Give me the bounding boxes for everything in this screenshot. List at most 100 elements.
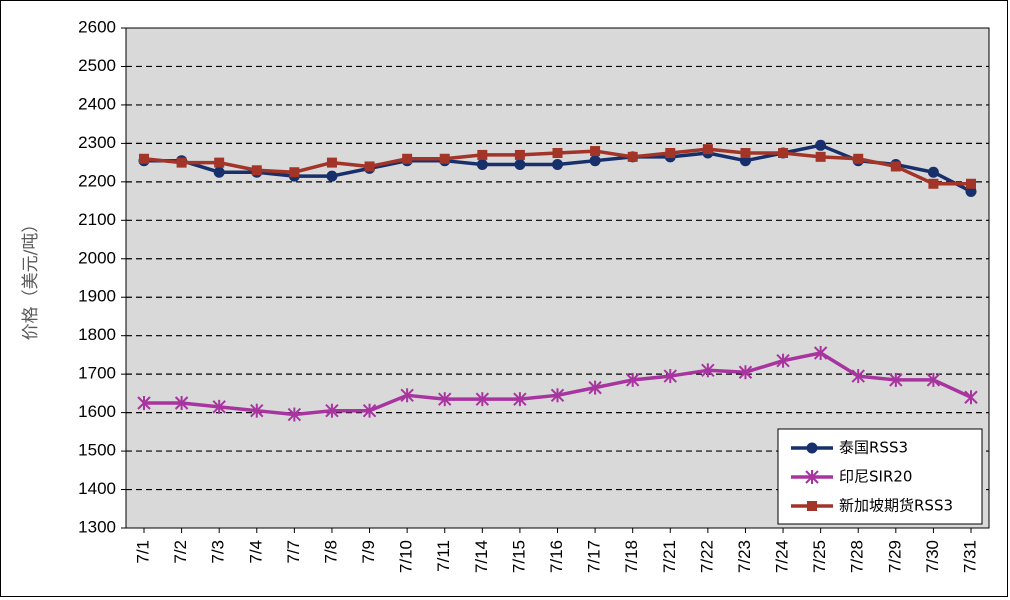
data-point — [250, 403, 264, 418]
legend-label: 印尼SIR20 — [839, 468, 912, 486]
x-tick-label: 7/14 — [472, 540, 491, 573]
data-point — [851, 369, 865, 384]
data-point — [364, 161, 375, 172]
data-point — [813, 346, 828, 360]
x-tick-label: 7/28 — [848, 540, 867, 573]
x-tick-label: 7/4 — [246, 540, 265, 564]
x-tick-label: 7/25 — [810, 540, 829, 573]
y-tick-label: 2500 — [78, 56, 116, 75]
legend-item: 新加坡期货RSS3 — [791, 497, 953, 515]
data-point — [807, 501, 817, 511]
data-point — [476, 159, 488, 171]
x-tick-label: 7/3 — [209, 540, 228, 564]
data-point — [853, 153, 864, 164]
data-point — [625, 372, 640, 387]
y-axis-label: 价格（美元/吨） — [21, 216, 41, 341]
data-point — [552, 148, 563, 158]
data-point — [174, 396, 189, 410]
y-tick-label: 1800 — [78, 325, 116, 344]
y-tick-label: 1400 — [78, 479, 116, 498]
y-tick-label: 1600 — [78, 402, 116, 421]
x-tick-label: 7/9 — [359, 540, 378, 564]
x-tick-label: 7/1 — [133, 540, 152, 564]
y-tick-label: 2400 — [78, 94, 116, 113]
data-point — [966, 178, 976, 189]
x-tick-label: 7/7 — [284, 540, 303, 564]
data-point — [214, 157, 225, 168]
series-2 — [137, 346, 978, 422]
data-point — [665, 148, 676, 158]
x-tick-label: 7/17 — [585, 540, 604, 573]
data-point — [325, 403, 339, 418]
data-point — [890, 161, 901, 172]
data-point — [815, 139, 827, 151]
legend-label: 新加坡期货RSS3 — [839, 497, 953, 515]
x-tick-label: 7/11 — [434, 540, 453, 572]
data-point — [514, 149, 525, 160]
data-point — [439, 153, 450, 164]
x-tick-label: 7/16 — [547, 540, 566, 573]
data-point — [740, 148, 751, 158]
y-tick-label: 2200 — [78, 171, 116, 190]
x-tick-label: 7/24 — [773, 540, 792, 573]
legend-item: 印尼SIR20 — [791, 468, 912, 486]
data-point — [627, 151, 638, 162]
data-point — [701, 363, 715, 378]
data-point — [326, 170, 338, 182]
data-point — [589, 155, 601, 167]
data-point — [702, 144, 713, 155]
x-axis: 7/1 7/2 7/3 7/4 7/7 7/8 7/9 7/10 7/11 7/14 7/15 7/1… — [133, 528, 979, 573]
legend-item: 泰国RSS3 — [791, 439, 908, 457]
data-point — [139, 153, 149, 164]
data-point — [738, 365, 753, 380]
x-tick-label: 7/30 — [923, 540, 942, 573]
y-tick-label: 2300 — [78, 133, 116, 152]
data-point — [362, 403, 377, 418]
data-point — [964, 390, 978, 405]
data-point — [552, 159, 563, 171]
x-tick-label: 7/21 — [660, 540, 679, 573]
data-point — [287, 407, 302, 422]
data-point — [475, 392, 490, 407]
series-3 — [139, 144, 976, 189]
data-point — [251, 165, 262, 176]
x-tick-label: 7/10 — [397, 540, 416, 573]
grid-lines — [126, 65, 989, 491]
y-tick-label: 1500 — [78, 441, 116, 460]
x-tick-label: 7/18 — [622, 540, 641, 573]
data-point — [926, 372, 941, 387]
data-point — [806, 442, 818, 454]
data-point — [400, 388, 414, 403]
y-axis: 1300 1400 1500 1600 1700 1800 1900 2000 2100 2200… — [78, 17, 126, 536]
data-point — [176, 157, 187, 168]
x-tick-label: 7/23 — [735, 540, 754, 573]
data-point — [513, 392, 527, 407]
data-point — [137, 396, 151, 410]
x-tick-label: 7/31 — [960, 540, 979, 573]
data-point — [590, 146, 601, 157]
data-point — [889, 372, 903, 387]
data-point — [815, 151, 826, 162]
data-point — [663, 369, 677, 384]
y-tick-label: 1300 — [78, 517, 116, 536]
data-point — [928, 178, 939, 189]
data-point — [326, 157, 337, 168]
y-tick-label: 2100 — [78, 210, 116, 229]
x-tick-label: 7/2 — [171, 540, 190, 564]
data-point — [550, 388, 565, 403]
data-point — [805, 470, 819, 484]
y-tick-label: 2000 — [78, 248, 116, 267]
x-tick-label: 7/22 — [697, 540, 716, 573]
y-tick-label: 2600 — [78, 17, 116, 36]
legend: 泰国RSS3 印尼SIR20 新加坡期货RSS3 — [777, 428, 983, 525]
legend-label: 泰国RSS3 — [839, 439, 908, 457]
data-point — [514, 159, 526, 171]
data-point — [588, 380, 602, 395]
y-tick-label: 1900 — [78, 287, 116, 306]
data-point — [289, 167, 300, 178]
x-tick-label: 7/8 — [321, 540, 340, 564]
data-point — [213, 166, 225, 178]
data-point — [212, 399, 226, 414]
